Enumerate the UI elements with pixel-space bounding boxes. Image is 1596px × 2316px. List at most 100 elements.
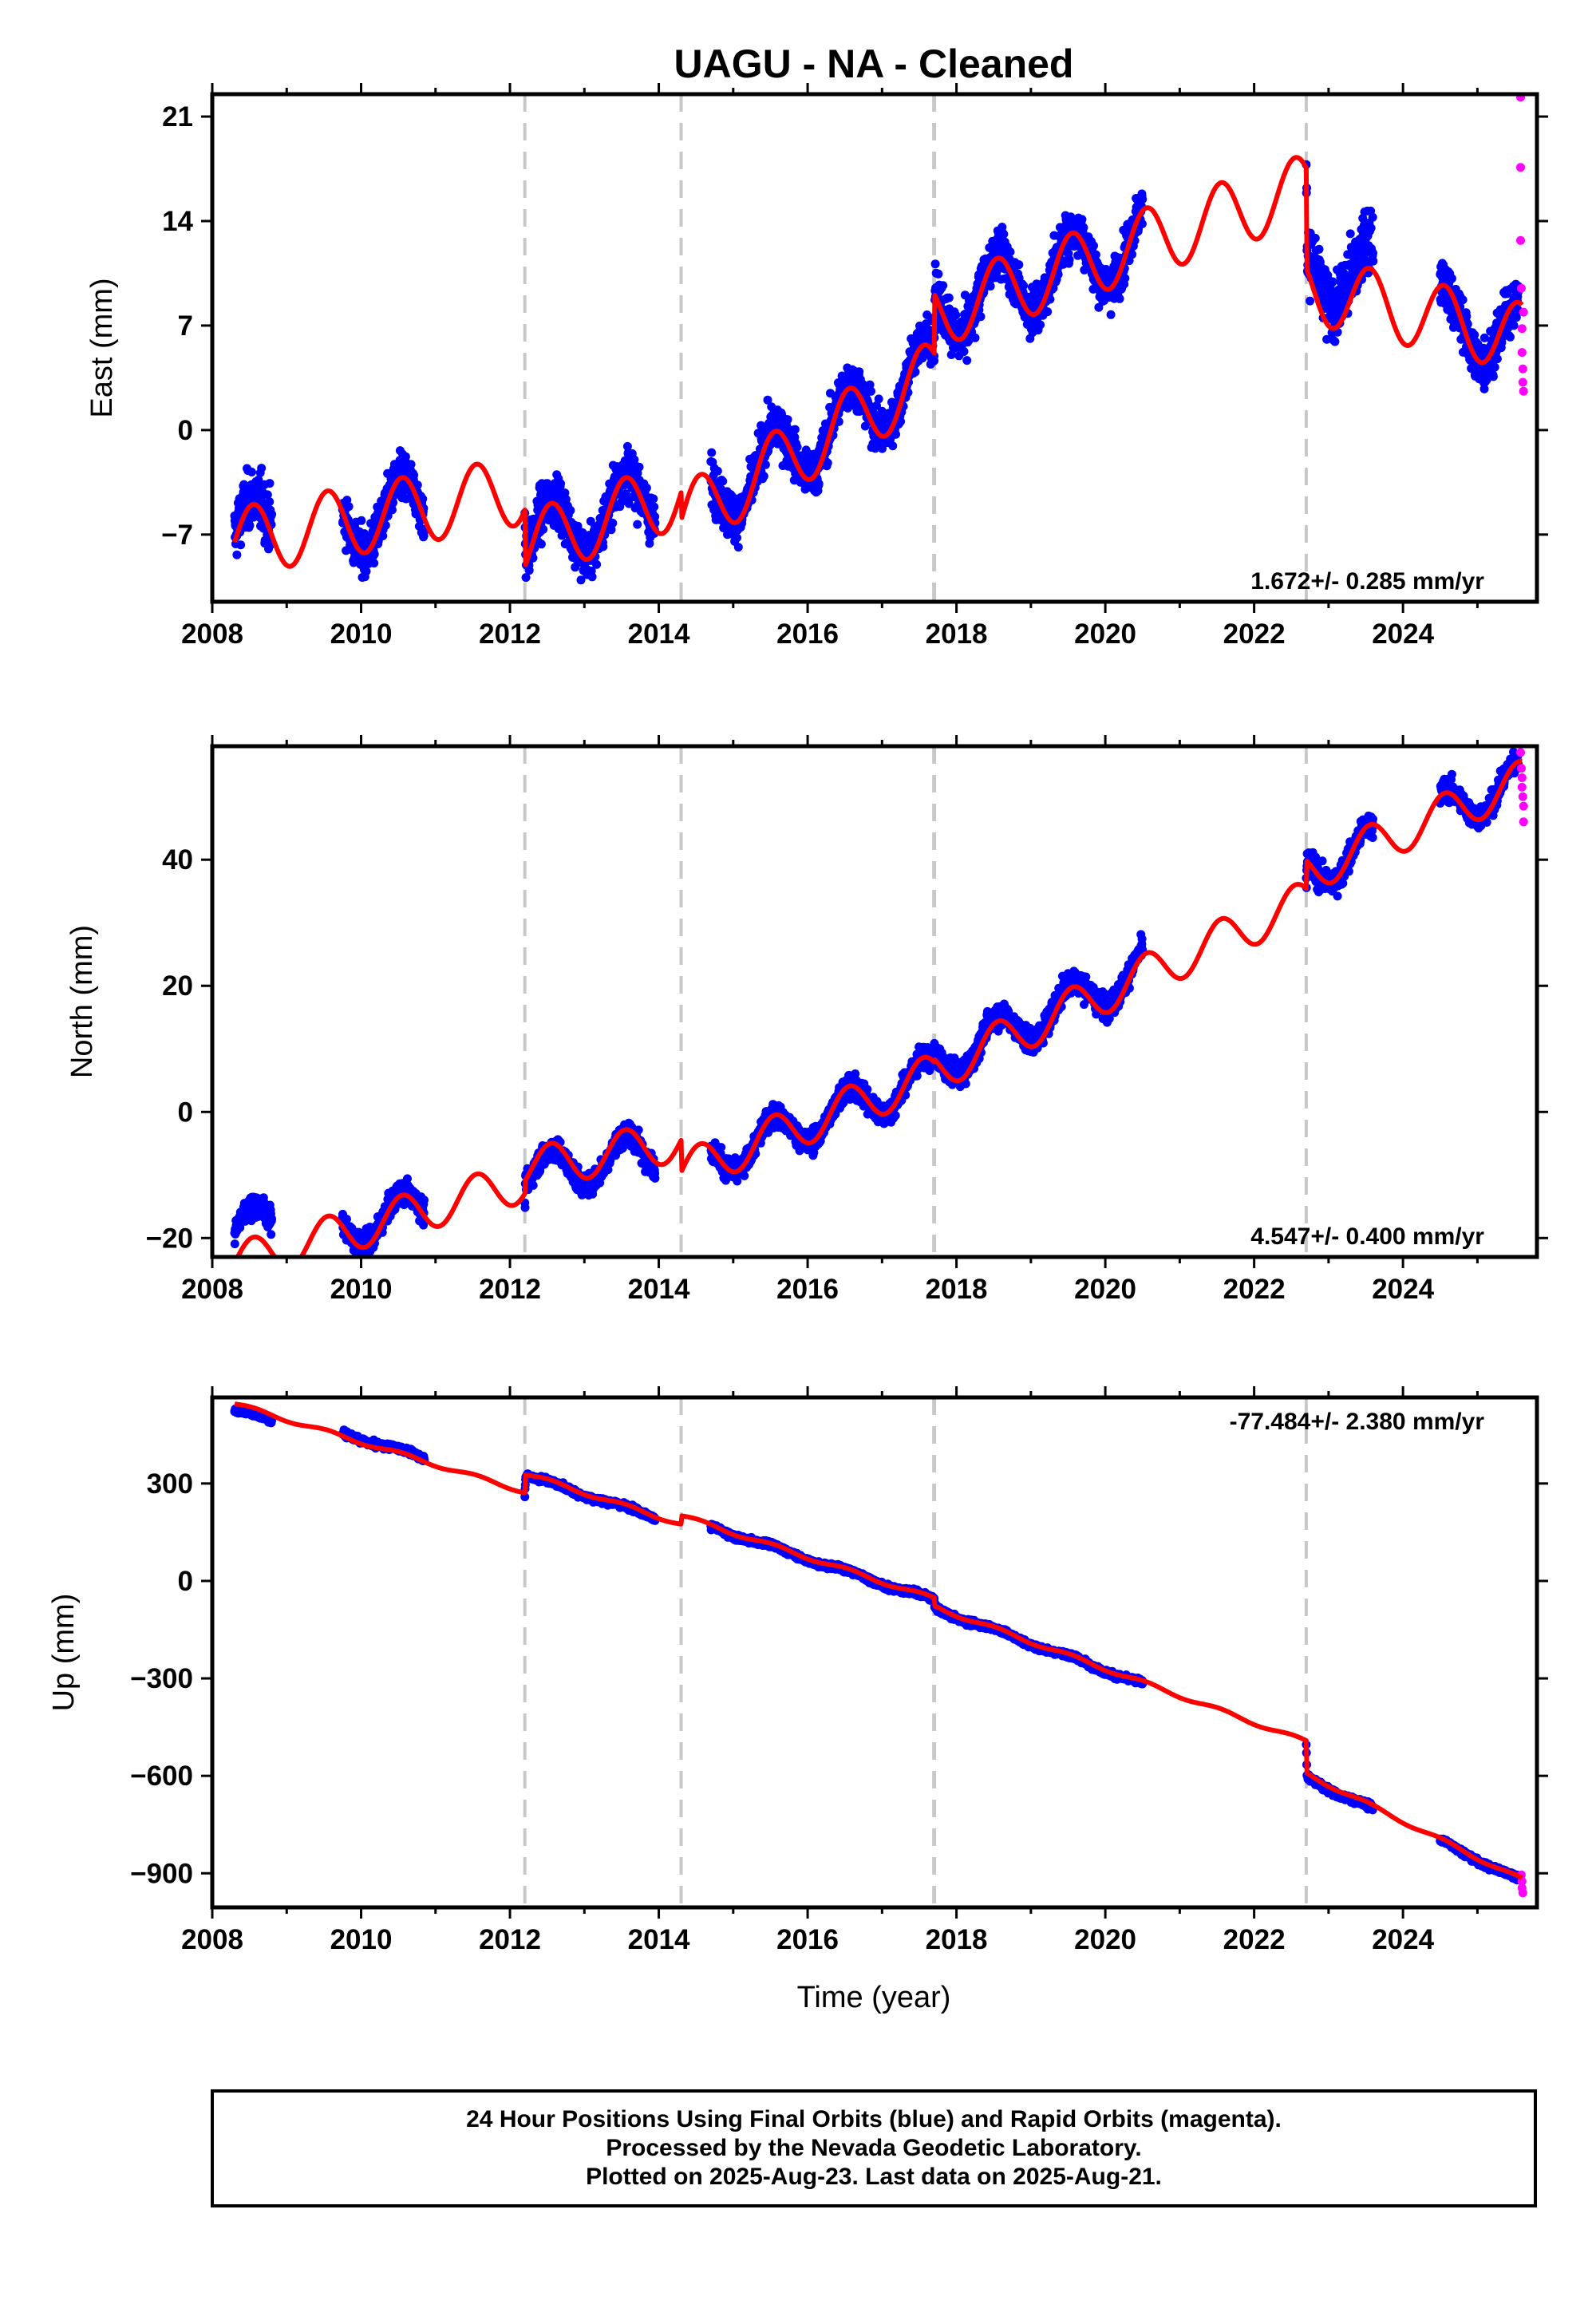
data-point: [970, 333, 980, 342]
data-point: [267, 1214, 277, 1223]
y-tick-label: 7: [178, 310, 193, 342]
data-point: [265, 497, 275, 507]
data-point: [587, 572, 597, 582]
rapid-point: [1516, 283, 1526, 293]
data-point: [1345, 229, 1355, 239]
data-point: [1036, 320, 1045, 330]
data-point: [962, 356, 972, 366]
data-point: [236, 540, 246, 550]
data-point: [938, 281, 948, 290]
data-point: [874, 394, 883, 404]
data-point: [1490, 362, 1499, 372]
data-point: [733, 543, 743, 552]
data-point: [576, 575, 586, 585]
data-point: [539, 524, 548, 534]
x-tick-label: 2022: [1223, 619, 1286, 650]
data-point: [608, 519, 618, 528]
x-tick-label: 2012: [479, 619, 541, 650]
data-point: [369, 559, 379, 568]
data-point: [536, 539, 546, 549]
rapid-point: [1519, 307, 1528, 317]
data-point: [733, 533, 741, 543]
data-point: [521, 573, 531, 583]
data-point: [357, 516, 366, 525]
data-point: [1091, 250, 1100, 259]
rapid-orbit-points: [1516, 94, 1528, 396]
data-point: [1369, 256, 1378, 266]
x-tick-label: 2020: [1074, 619, 1136, 650]
data-point: [891, 429, 900, 439]
data-point: [378, 532, 388, 540]
rate-label: 1.672+/- 0.285 mm/yr: [1250, 568, 1484, 595]
data-point: [263, 490, 272, 500]
data-point: [823, 458, 832, 468]
data-point: [1120, 274, 1130, 283]
data-point: [867, 386, 875, 396]
data-point: [1488, 372, 1498, 381]
data-point: [814, 479, 824, 488]
data-point: [790, 425, 800, 434]
data-point: [1369, 248, 1377, 258]
data-point: [930, 259, 940, 269]
data-point: [888, 441, 898, 451]
data-point: [267, 509, 277, 519]
final-orbit-points: [230, 747, 1523, 1257]
data-point: [361, 567, 371, 576]
data-point: [381, 520, 390, 530]
data-point: [265, 479, 275, 488]
data-point: [792, 442, 802, 452]
chart-title: UAGU - NA - Cleaned: [674, 41, 1074, 86]
data-point: [1079, 223, 1088, 232]
x-tick-label: 2024: [1372, 619, 1434, 650]
data-point: [1043, 307, 1053, 317]
data-point: [528, 1180, 538, 1190]
data-point: [1115, 294, 1124, 303]
x-tick-label: 2014: [628, 619, 690, 650]
data-point: [520, 1203, 530, 1212]
y-tick-label: −7: [161, 520, 193, 551]
data-point: [418, 494, 428, 504]
data-point: [254, 475, 263, 484]
data-point: [1005, 247, 1015, 257]
data-point: [976, 312, 986, 322]
data-point: [420, 1196, 429, 1205]
data-point: [524, 566, 534, 575]
data-point: [1366, 223, 1376, 233]
data-point: [369, 549, 379, 559]
data-point: [1089, 241, 1098, 251]
data-point: [247, 468, 256, 476]
plot-frame: [210, 92, 1539, 604]
data-point: [855, 367, 864, 377]
y-tick-label: 0: [178, 415, 193, 446]
data-point: [413, 480, 422, 490]
model-curve: [232, 155, 1524, 569]
data-point: [1509, 321, 1519, 330]
plot-area: [230, 746, 1528, 1257]
data-point: [598, 542, 608, 551]
rapid-point: [1517, 324, 1527, 334]
x-tick-label: 2016: [776, 619, 839, 650]
data-point: [566, 506, 575, 516]
data-point: [763, 395, 772, 405]
y-axis-label: East (mm): [85, 278, 119, 417]
data-point: [630, 455, 639, 464]
data-point: [1328, 277, 1337, 287]
data-point: [1330, 337, 1340, 346]
data-point: [556, 479, 566, 488]
y-tick-label: 21: [162, 101, 193, 132]
data-point: [592, 559, 602, 569]
data-point: [951, 310, 961, 320]
data-point: [1310, 233, 1320, 243]
data-point: [999, 229, 1009, 239]
data-point: [1019, 281, 1029, 290]
rapid-point: [1518, 364, 1527, 373]
x-tick-label: 2010: [330, 619, 393, 650]
rapid-point: [1516, 163, 1525, 172]
north-panel: 2008 2010 2012 2014 2016 2018 2020 2022 2024−200…: [65, 735, 1548, 1305]
data-point: [650, 1173, 660, 1183]
plot-area: [230, 94, 1528, 602]
data-point: [1458, 295, 1468, 305]
data-point: [344, 502, 354, 512]
data-point: [232, 550, 242, 559]
data-point: [1065, 255, 1074, 264]
